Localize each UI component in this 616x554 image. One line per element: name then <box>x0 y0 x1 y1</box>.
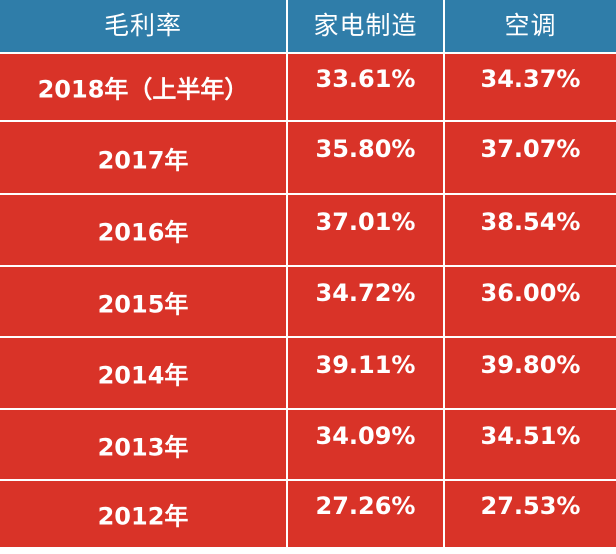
table-row: 2017年 35.80% 37.07% <box>0 122 616 193</box>
row-divider <box>0 265 616 267</box>
year-cell: 2016年 <box>97 218 189 247</box>
table-header: 毛利率 家电制造 空调 <box>0 0 616 52</box>
year-cell: 2012年 <box>97 502 189 531</box>
year-cell: 2017年 <box>97 146 189 174</box>
table-row: 2018年（上半年） 33.61% 34.37% <box>0 54 616 120</box>
table-row: 2013年 34.09% 34.51% <box>0 410 616 479</box>
year-cell: 2015年 <box>97 290 189 318</box>
header-gross-margin: 毛利率 <box>103 11 182 40</box>
appliance-margin-cell: 35.80% <box>315 134 416 163</box>
header-air-conditioner: 空调 <box>504 11 557 40</box>
table-row: 2015年 34.72% 36.00% <box>0 267 616 336</box>
year-cell: 2018年（上半年） <box>37 75 249 104</box>
column-divider <box>286 0 288 554</box>
ac-margin-cell: 27.53% <box>480 492 581 521</box>
ac-margin-cell: 38.54% <box>480 207 581 236</box>
row-divider <box>0 52 616 54</box>
table-bottom-margin <box>0 547 616 554</box>
appliance-margin-cell: 37.01% <box>315 207 416 236</box>
ac-margin-cell: 34.51% <box>480 422 581 451</box>
ac-margin-cell: 34.37% <box>480 65 581 94</box>
ac-margin-cell: 39.80% <box>480 350 581 379</box>
row-divider <box>0 193 616 195</box>
appliance-margin-cell: 34.72% <box>315 279 416 308</box>
ac-margin-cell: 36.00% <box>480 279 581 308</box>
row-divider <box>0 120 616 122</box>
appliance-margin-cell: 27.26% <box>315 492 416 521</box>
ac-margin-cell: 37.07% <box>480 134 581 163</box>
row-divider <box>0 479 616 481</box>
row-divider <box>0 408 616 410</box>
column-divider <box>443 0 445 554</box>
table-row: 2014年 39.11% 39.80% <box>0 338 616 408</box>
year-cell: 2014年 <box>97 361 189 390</box>
year-cell: 2013年 <box>97 433 189 461</box>
table-row: 2012年 27.26% 27.53% <box>0 481 616 547</box>
row-divider <box>0 336 616 338</box>
appliance-margin-cell: 39.11% <box>315 350 416 379</box>
appliance-margin-cell: 34.09% <box>315 422 416 451</box>
appliance-margin-cell: 33.61% <box>315 65 416 94</box>
table-row: 2016年 37.01% 38.54% <box>0 195 616 265</box>
header-appliance-manufacturing: 家电制造 <box>313 11 418 40</box>
